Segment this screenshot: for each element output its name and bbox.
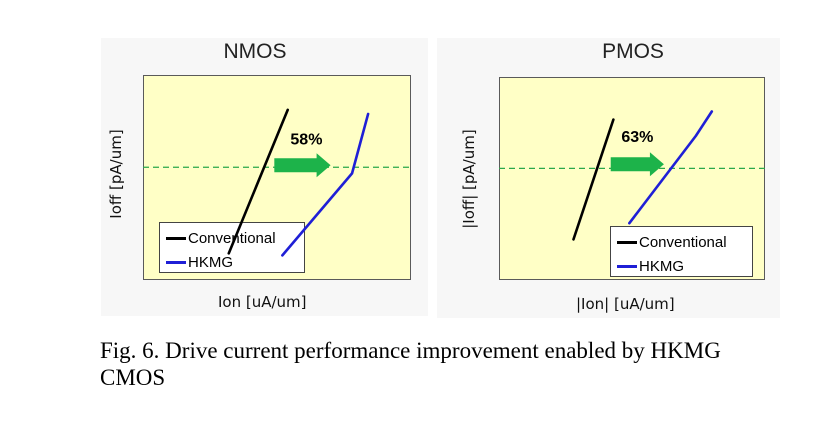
pmos-x-axis-label: |Ion| [uA/um] bbox=[576, 295, 675, 313]
nmos-series-conventional bbox=[227, 108, 290, 255]
legend-swatch-hkmg bbox=[166, 260, 186, 264]
pmos-improvement-arrow bbox=[610, 152, 664, 177]
pmos-series-conventional bbox=[572, 118, 615, 241]
nmos-series-hkmg bbox=[281, 112, 370, 257]
legend-swatch-hkmg bbox=[617, 264, 637, 268]
nmos-x-axis-label: Ion [uA/um] bbox=[218, 293, 307, 311]
legend-label-hkmg: HKMG bbox=[639, 257, 684, 275]
legend-label-hkmg: HKMG bbox=[188, 253, 233, 271]
legend-item-conventional: Conventional bbox=[166, 226, 298, 250]
pmos-chart-title: PMOS bbox=[602, 40, 664, 63]
nmos-improvement-arrow bbox=[274, 153, 331, 178]
figure-caption: Fig. 6. Drive current performance improv… bbox=[100, 338, 721, 390]
legend-item-hkmg: HKMG bbox=[617, 254, 746, 278]
legend-item-conventional: Conventional bbox=[617, 230, 746, 254]
pmos-legend: Conventional HKMG bbox=[610, 226, 753, 277]
nmos-legend: Conventional HKMG bbox=[159, 222, 305, 273]
pmos-series-hkmg bbox=[628, 110, 714, 225]
nmos-chart-title: NMOS bbox=[223, 40, 287, 63]
legend-label-conventional: Conventional bbox=[639, 233, 727, 251]
legend-item-hkmg: HKMG bbox=[166, 250, 298, 274]
nmos-improvement-label: 58% bbox=[290, 132, 322, 149]
legend-label-conventional: Conventional bbox=[188, 229, 276, 247]
legend-swatch-conventional bbox=[166, 236, 186, 240]
legend-swatch-conventional bbox=[617, 240, 637, 244]
pmos-improvement-label: 63% bbox=[621, 129, 653, 146]
